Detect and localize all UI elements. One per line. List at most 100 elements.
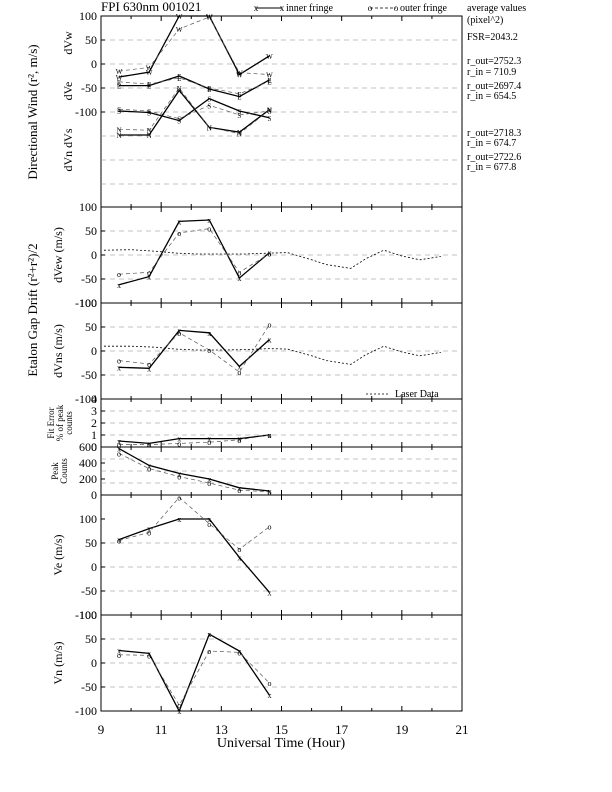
data-point: E (267, 78, 271, 86)
data-point: x (177, 515, 181, 524)
data-point: x (177, 326, 181, 335)
data-point: o (237, 648, 241, 657)
y-tick-label: 100 (79, 200, 97, 214)
radii-4-out: r_out=2722.6 (467, 152, 521, 163)
y-axis-label: Peak (50, 462, 60, 480)
y-tick-label: 0 (91, 440, 97, 454)
data-point: E (177, 73, 181, 81)
series-1: WWW WWW (116, 13, 273, 82)
data-point: S (237, 112, 241, 120)
y-tick-label: -100 (75, 296, 97, 310)
y-tick-label: -100 (75, 392, 97, 406)
y-tick-label: -50 (81, 81, 97, 95)
legend-average-values: average values (467, 3, 526, 14)
legend-outer-marker-end: o (394, 3, 399, 13)
data-point: x (237, 647, 241, 656)
data-point: o (267, 250, 271, 259)
data-point: o (177, 329, 181, 338)
x-tick-label: 19 (395, 722, 408, 737)
data-point: o (207, 438, 211, 447)
data-point: o (147, 441, 151, 450)
series-line (118, 329, 270, 369)
laser-legend: Laser Data (366, 389, 439, 400)
data-point: x (267, 691, 271, 700)
y-tick-label: -50 (81, 584, 97, 598)
data-point: W (176, 26, 183, 34)
legend-outer-label: outer fringe (400, 3, 447, 14)
y-tick-label: 0 (91, 57, 97, 71)
y-tick-label: 1 (91, 428, 97, 442)
data-point: S (177, 118, 181, 126)
ylabel-etalon-gap-drift: Etalon Gap Drift (r²+r²)/2 (25, 243, 40, 376)
ylabel-dvw: dVw (61, 31, 75, 55)
data-point: x (207, 216, 211, 225)
y-tick-label: 100 (79, 608, 97, 622)
y-axis-label: Counts (59, 458, 69, 484)
legend-inner-marker-end: x (280, 3, 285, 13)
data-point: x (207, 515, 211, 524)
data-point: N (117, 132, 122, 140)
data-point: o (207, 225, 211, 234)
data-point: E (117, 83, 121, 91)
data-point: o (207, 346, 211, 355)
series-2: o o o o o o (117, 225, 271, 280)
series-2: o o o o o o (117, 449, 271, 496)
data-point: E (237, 91, 241, 99)
y-tick-label: 50 (85, 224, 97, 238)
data-point: E (177, 75, 181, 83)
data-point: S (117, 108, 121, 116)
data-point: N (117, 126, 122, 134)
data-point: x (207, 435, 211, 444)
data-point: W (266, 53, 273, 61)
series-line (118, 453, 270, 493)
x-tick-label: 9 (98, 722, 105, 737)
data-point: S (177, 116, 181, 124)
data-point: E (267, 77, 271, 85)
series-2: o o o o o o (117, 431, 271, 450)
data-point: E (207, 85, 211, 93)
data-point: W (206, 14, 213, 22)
y-tick-label: -50 (81, 680, 97, 694)
data-point: x (147, 525, 151, 534)
data-point: o (207, 520, 211, 529)
data-point: S (207, 102, 211, 110)
data-point: x (237, 274, 241, 283)
legend-fsr: FSR=2043.2 (467, 32, 518, 43)
y-tick-label: -100 (75, 608, 97, 622)
x-tick-label: 13 (215, 722, 228, 737)
data-point: o (177, 439, 181, 448)
x-axis-title: Universal Time (Hour) (217, 736, 346, 751)
data-point: o (267, 679, 271, 688)
ylabel-directional-wind: Directional Wind (r², m/s) (25, 44, 40, 179)
data-point: o (117, 441, 121, 450)
y-tick-label: 50 (85, 632, 97, 646)
data-point: x (207, 329, 211, 338)
data-point: x (147, 461, 151, 470)
y-tick-label: 3 (91, 404, 97, 418)
series-line (104, 345, 441, 365)
series-line (118, 77, 270, 95)
data-point: o (237, 545, 241, 554)
data-point: W (176, 13, 183, 21)
series-2: o o o o o o (117, 493, 271, 554)
y-axis-label: dVns (m/s) (51, 324, 65, 378)
data-point: o (177, 473, 181, 482)
data-point: x (117, 536, 121, 545)
data-point: o (117, 651, 121, 660)
y-tick-label: 100 (79, 9, 97, 23)
data-point: W (116, 68, 123, 76)
y-tick-label: 50 (85, 320, 97, 334)
series-3 (104, 345, 441, 365)
data-point: x (147, 364, 151, 373)
